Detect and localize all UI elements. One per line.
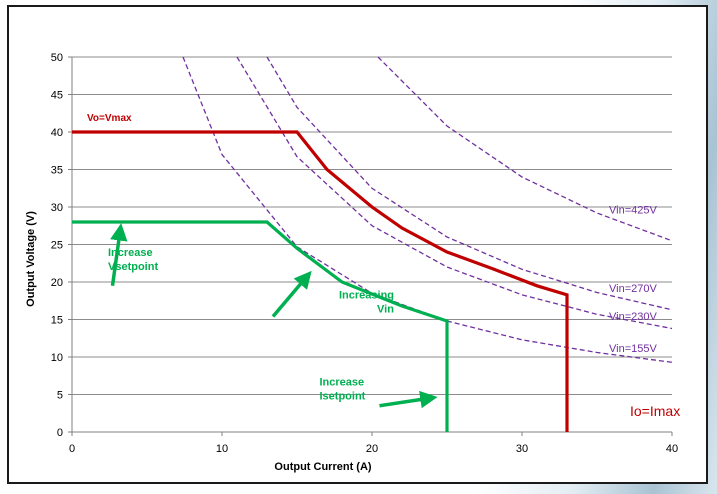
y-tick-label-45: 45 xyxy=(51,90,63,102)
y-tick-label-30: 30 xyxy=(51,202,63,214)
green-label-2: Increase Isetpoint xyxy=(320,377,366,403)
voltage-current-chart: 0 5 10 15 20 25 30 35 40 45 50 0 10 20 30 40 Vo=Vmax Vin… xyxy=(25,52,680,473)
green-label-0-line-0: Increase xyxy=(108,247,153,259)
y-axis-label: Output Voltage (V) xyxy=(25,211,37,307)
annotation-vo-vmax: Vo=Vmax xyxy=(87,113,132,124)
series-vo-vmax-line xyxy=(72,130,569,432)
series-green-setpoint-line xyxy=(72,220,449,432)
x-tick-label-0: 0 xyxy=(69,443,75,455)
annotation-vin-270v: Vin=270V xyxy=(609,283,657,295)
annotation-io-imax: Io=Imax xyxy=(630,403,680,419)
y-tick-label-20: 20 xyxy=(51,277,63,289)
series xyxy=(72,56,673,432)
green-label-1-line-1: Vin xyxy=(377,304,394,316)
x-tick-label-10: 10 xyxy=(216,443,228,455)
x-tick-label-20: 20 xyxy=(366,443,378,455)
series-vin-425v-line xyxy=(377,56,673,242)
green-label-1-line-0: Increasing xyxy=(339,290,394,302)
y-tick-label-15: 15 xyxy=(51,315,63,327)
x-tick-label-40: 40 xyxy=(666,443,678,455)
green-arrow-1 xyxy=(271,270,312,318)
annotation-vin-155v: Vin=155V xyxy=(609,343,657,355)
chart-frame: 0 5 10 15 20 25 30 35 40 45 50 0 10 20 30 40 Vo=Vmax Vin… xyxy=(7,5,708,484)
annotation-vin-230v: Vin=230V xyxy=(609,311,657,323)
x-axis-label: Output Current (A) xyxy=(274,461,371,473)
y-tick-label-35: 35 xyxy=(51,165,63,177)
green-label-1: Increasing Vin xyxy=(339,290,394,316)
y-tick-label-40: 40 xyxy=(51,127,63,139)
green-label-0-line-1: Vsetpoint xyxy=(108,261,158,273)
series-vin-230v-line xyxy=(236,56,673,330)
y-tick-label-25: 25 xyxy=(51,240,63,252)
green-label-2-line-0: Increase xyxy=(320,377,365,389)
x-tick-label-30: 30 xyxy=(516,443,528,455)
series-vin-155v-line xyxy=(182,56,673,363)
axes: 0 5 10 15 20 25 30 35 40 45 50 0 10 20 30 40 xyxy=(51,52,678,455)
y-tick-label-10: 10 xyxy=(51,352,63,364)
y-tick-label-0: 0 xyxy=(57,427,63,439)
green-label-2-line-1: Isetpoint xyxy=(320,391,366,403)
annotations: Vo=Vmax Vin=425V Vin=270V Vin=230V Vin=155V I… xyxy=(87,113,680,419)
y-tick-label-50: 50 xyxy=(51,52,63,64)
series-vin-270v-line xyxy=(266,56,673,311)
y-tick-label-5: 5 xyxy=(57,390,63,402)
annotation-vin-425v: Vin=425V xyxy=(609,204,657,216)
green-arrow-2 xyxy=(379,390,438,409)
green-arrow-0 xyxy=(110,223,128,286)
